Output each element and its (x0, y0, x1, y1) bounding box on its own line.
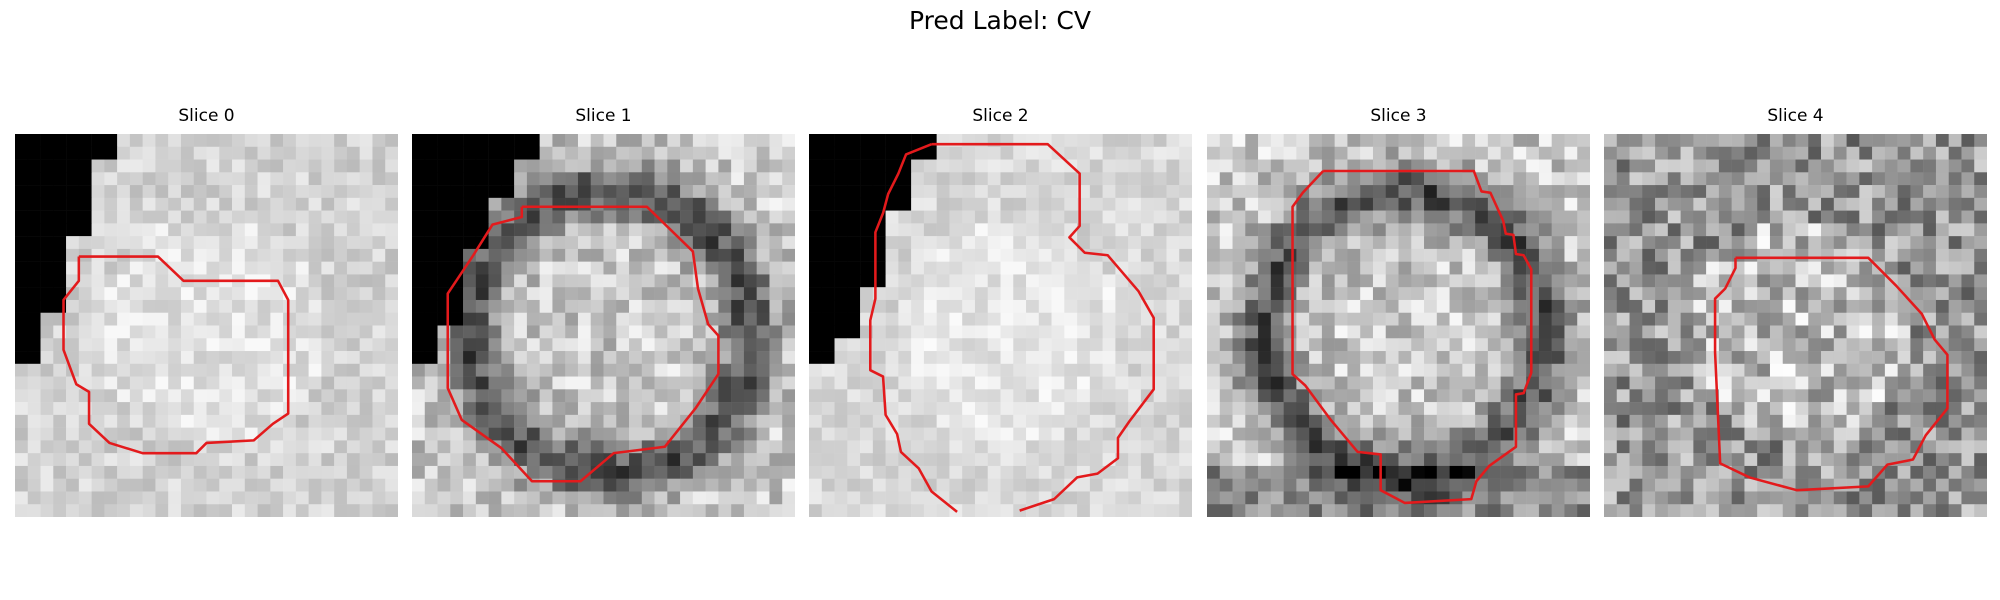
slice-title: Slice 0 (178, 106, 235, 126)
slice-image (809, 134, 1192, 517)
slice-image (1604, 134, 1987, 517)
contour-line (1291, 169, 1533, 505)
slice-image (1207, 134, 1590, 517)
pixel-grid (1604, 134, 1987, 517)
slice-image (15, 134, 398, 517)
contour-line (1713, 256, 1949, 492)
slice-title: Slice 4 (1767, 106, 1824, 126)
pixel-grid (412, 134, 795, 517)
pixel-grid (15, 134, 398, 517)
pixel-grid (809, 134, 1192, 517)
pixel-grid (1207, 134, 1590, 517)
slice-title: Slice 3 (1370, 106, 1427, 126)
contour-line (446, 205, 720, 483)
slice-image (412, 134, 795, 517)
contour-line (931, 142, 1155, 512)
slice-title: Slice 2 (972, 106, 1029, 126)
figure-title: Pred Label: CV (909, 6, 1091, 35)
contour-line (869, 143, 958, 513)
slice-title: Slice 1 (575, 106, 632, 126)
contour-line (62, 255, 290, 455)
